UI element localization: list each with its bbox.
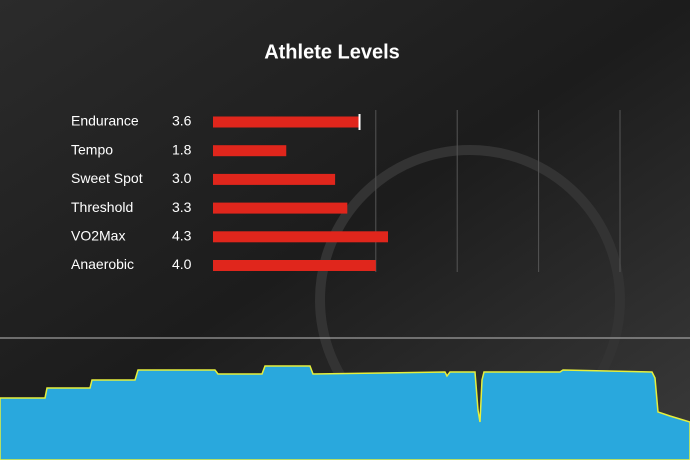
- plot: Endurance 3.6 Tempo 1.8 Sweet Spot 3.0 Thresho…: [71, 110, 621, 272]
- value-label: 3.6: [172, 113, 192, 129]
- value-label: 1.8: [172, 141, 192, 157]
- bar: [213, 260, 376, 271]
- category-label: Tempo: [71, 141, 113, 157]
- value-label: 4.3: [172, 228, 192, 244]
- value-label: 4.0: [172, 256, 192, 272]
- bar: [213, 116, 360, 128]
- chart-title: Athlete Levels: [264, 41, 400, 63]
- category-label: Endurance: [71, 113, 139, 129]
- value-label: 3.3: [172, 199, 192, 215]
- power-profile: [0, 365, 690, 460]
- category-label: Sweet Spot: [71, 170, 143, 186]
- value-label: 3.0: [172, 170, 192, 186]
- category-label: Anaerobic: [71, 256, 134, 272]
- category-label: VO2Max: [71, 228, 125, 244]
- bar: [213, 173, 336, 185]
- bar: [213, 231, 389, 243]
- bar: [213, 202, 348, 214]
- category-label: Threshold: [71, 199, 133, 215]
- bar: [213, 145, 287, 157]
